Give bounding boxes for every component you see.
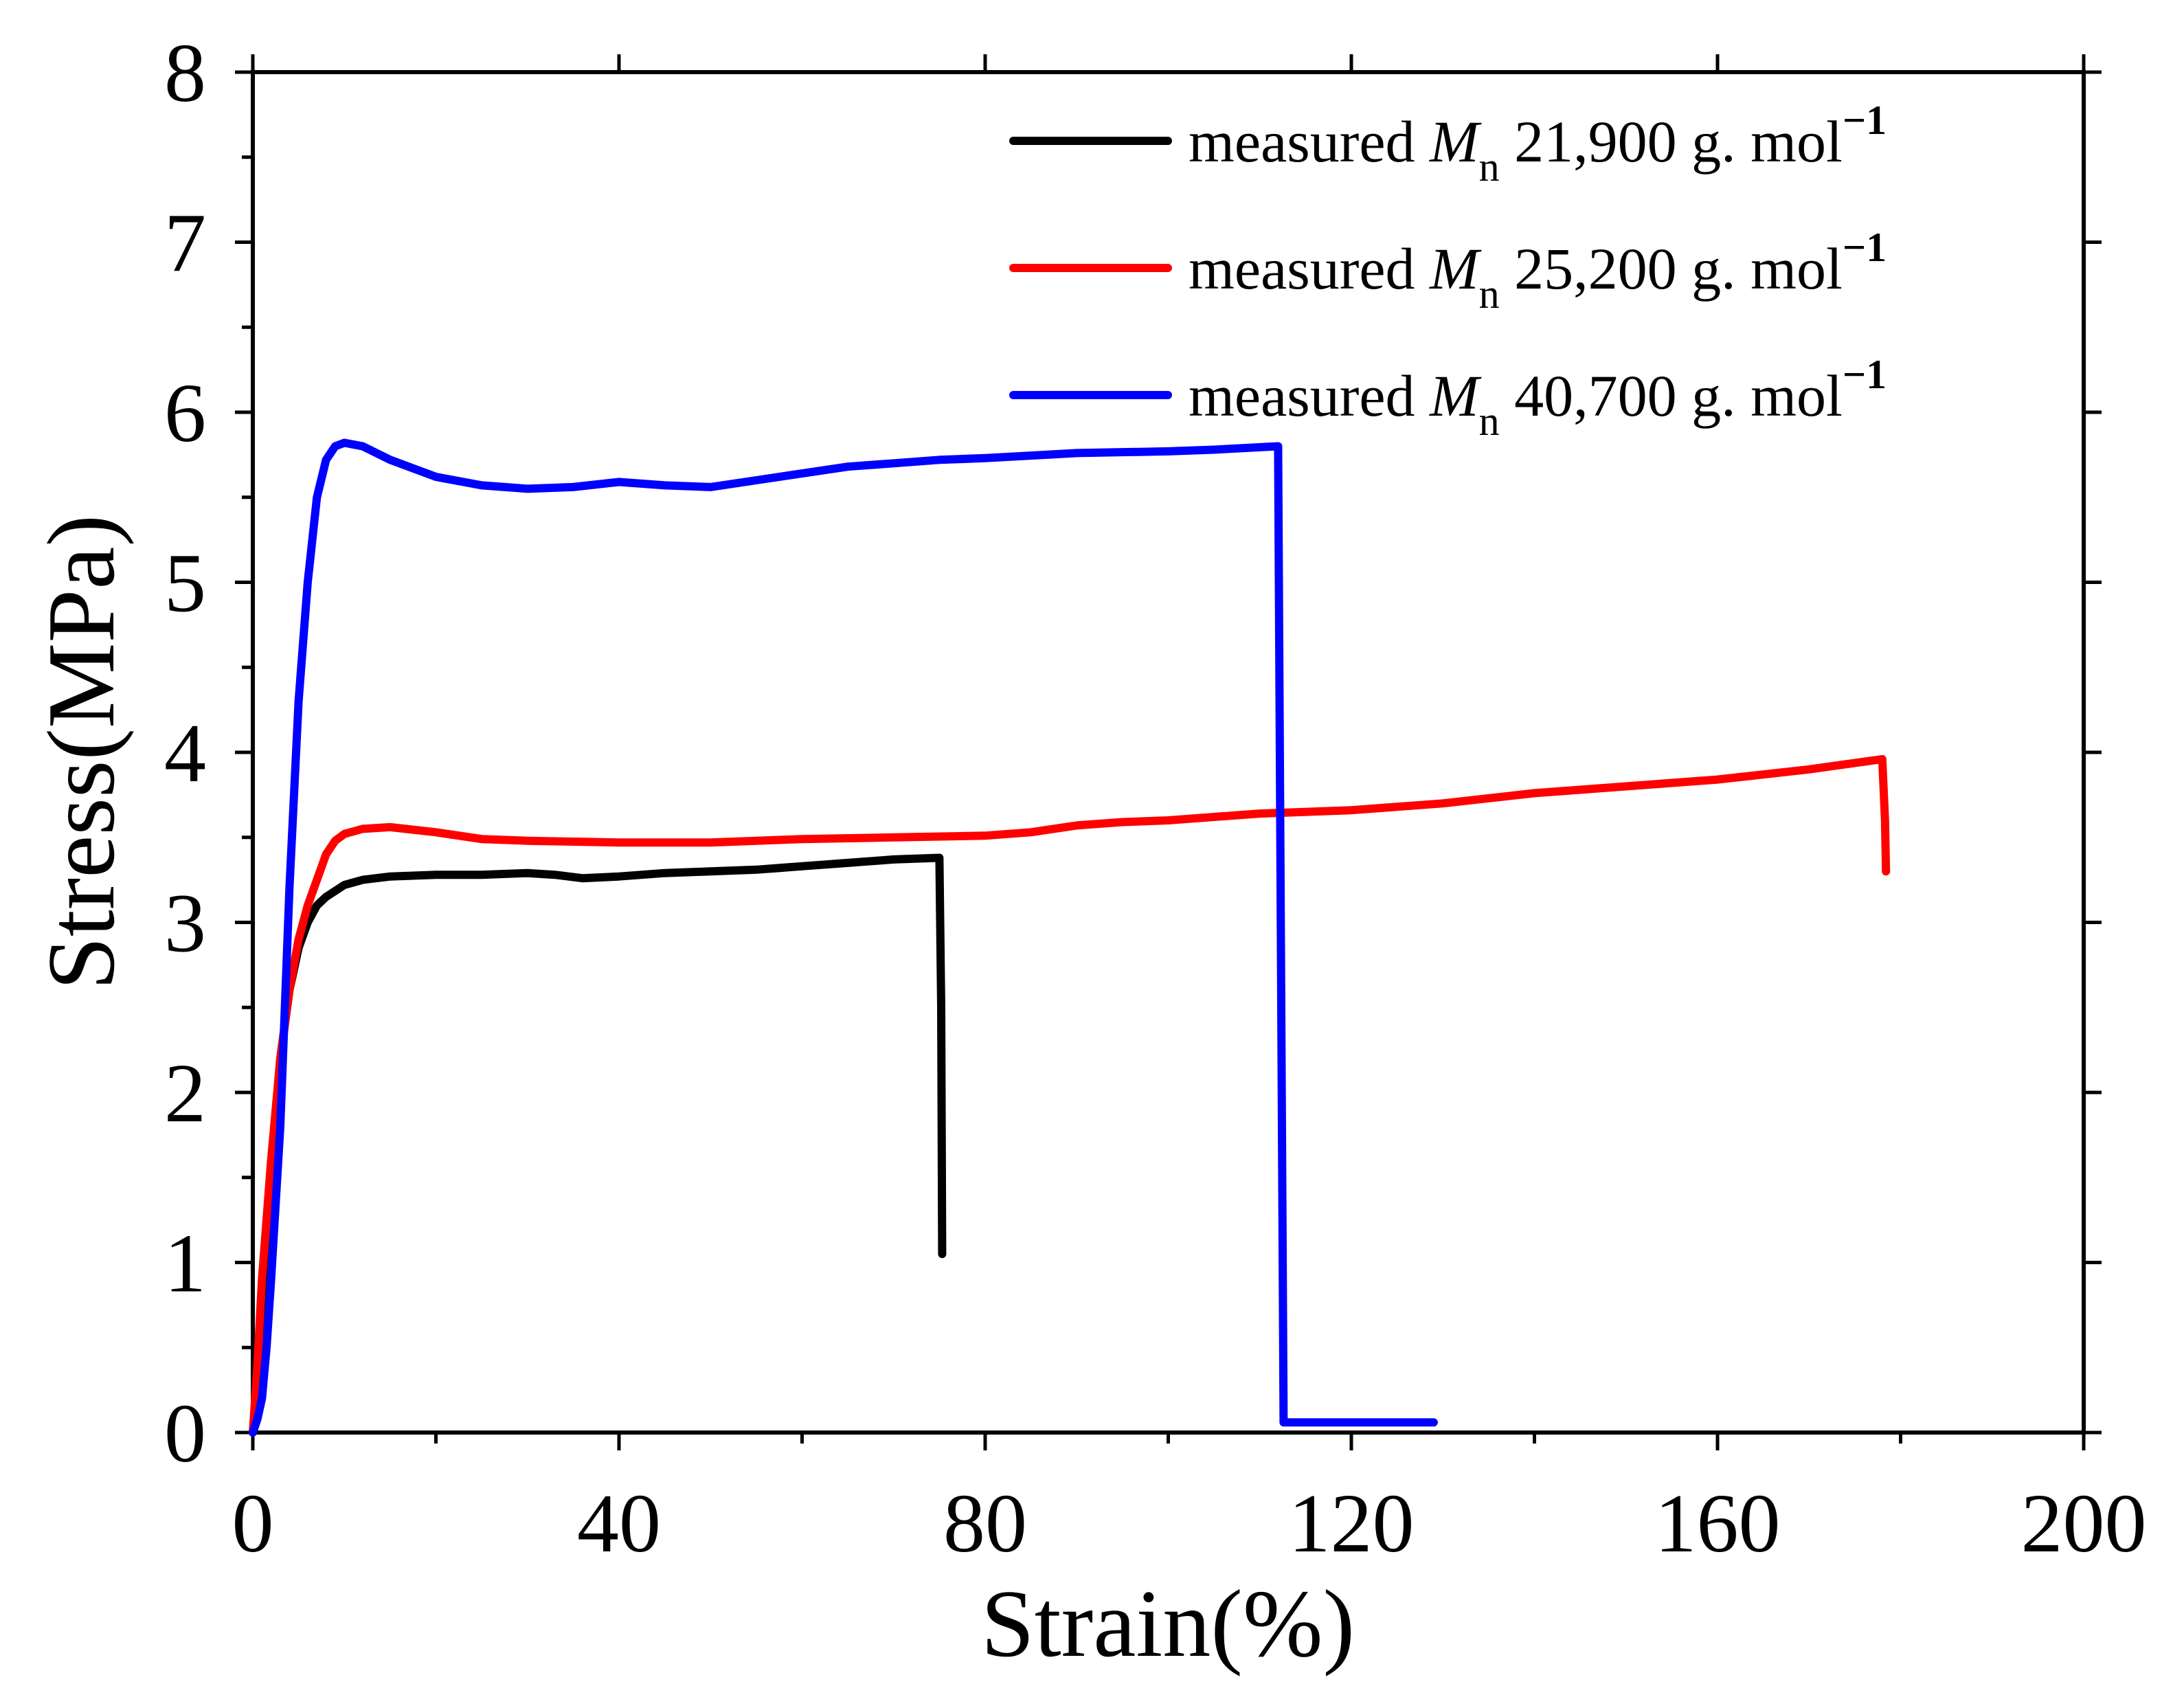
legend-label: measured Mn 25,200 g. mol−1 xyxy=(1189,225,1887,317)
y-tick-label: 2 xyxy=(164,1047,206,1140)
legend-prefix: measured xyxy=(1189,363,1430,429)
y-tick-label: 5 xyxy=(164,537,206,630)
legend-entry-3: measured Mn 40,700 g. mol−1 xyxy=(1009,352,1887,444)
x-tick-label: 0 xyxy=(232,1477,274,1570)
series-line-3 xyxy=(249,438,1438,1437)
x-axis-title: Strain(%) xyxy=(981,1571,1355,1677)
y-tick-label: 7 xyxy=(164,197,206,290)
legend-subscript: n xyxy=(1479,144,1500,190)
legend-value: 40,700 g. mol xyxy=(1500,363,1843,429)
y-tick-label: 0 xyxy=(164,1387,206,1480)
legend-superscript: −1 xyxy=(1843,98,1887,143)
legend-label: measured Mn 21,900 g. mol−1 xyxy=(1189,98,1887,190)
legend-subscript: n xyxy=(1479,398,1500,444)
legend-symbol: M xyxy=(1428,236,1482,302)
x-tick-label: 80 xyxy=(943,1477,1027,1570)
axis-tick-labels: 0 40 80 120 160 200 0 1 2 3 4 5 6 7 8 xyxy=(164,27,2147,1570)
legend-value: 21,900 g. mol xyxy=(1500,109,1843,175)
y-tick-label: 4 xyxy=(164,707,206,800)
legend-value: 25,200 g. mol xyxy=(1500,236,1843,302)
legend-superscript: −1 xyxy=(1843,352,1887,397)
legend-entry-2: measured Mn 25,200 g. mol−1 xyxy=(1009,225,1887,317)
legend-symbol: M xyxy=(1428,109,1482,175)
legend-entry-1: measured Mn 21,900 g. mol−1 xyxy=(1009,98,1887,190)
y-axis-title: Stress(MPa) xyxy=(28,515,135,990)
legend-superscript: −1 xyxy=(1843,225,1887,270)
legend-prefix: measured xyxy=(1189,109,1430,175)
x-tick-label: 120 xyxy=(1289,1477,1415,1570)
series-line-2 xyxy=(249,754,1891,1437)
legend-label: measured Mn 40,700 g. mol−1 xyxy=(1189,352,1887,444)
y-tick-label: 1 xyxy=(164,1217,206,1310)
axis-ticks xyxy=(235,54,2102,1450)
x-tick-label: 40 xyxy=(577,1477,661,1570)
legend-prefix: measured xyxy=(1189,236,1430,302)
y-tick-label: 3 xyxy=(164,877,206,970)
legend-subscript: n xyxy=(1479,271,1500,317)
legend-symbol: M xyxy=(1428,363,1482,429)
y-tick-label: 8 xyxy=(164,27,206,120)
series-layer xyxy=(249,438,1891,1437)
series-line-1 xyxy=(249,853,947,1437)
x-tick-label: 200 xyxy=(2021,1477,2147,1570)
y-tick-label: 6 xyxy=(164,367,206,460)
x-tick-label: 160 xyxy=(1655,1477,1781,1570)
